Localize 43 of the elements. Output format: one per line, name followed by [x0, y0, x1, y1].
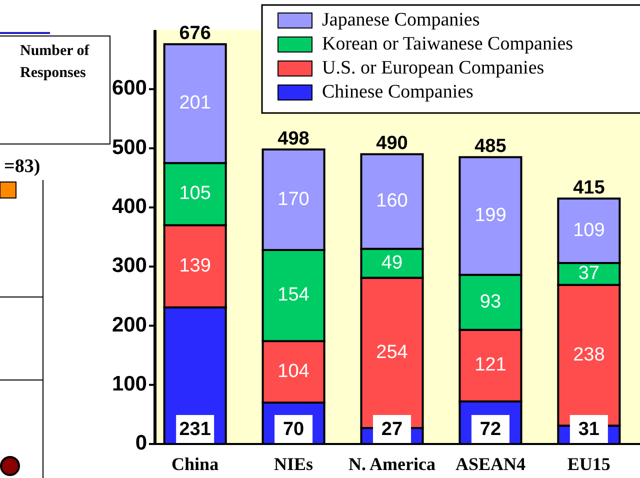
total-label: 415	[573, 178, 606, 199]
legend-label: Korean or Taiwanese Companies	[322, 33, 574, 54]
data-label: 93	[480, 291, 502, 312]
y-tick-label: 400	[112, 194, 147, 218]
total-label: 490	[376, 133, 408, 154]
x-tick-label: N. America	[348, 454, 436, 474]
x-tick-label: NIEs	[274, 454, 314, 474]
data-label: 139	[179, 255, 211, 276]
x-tick-label: ASEAN4	[455, 454, 526, 474]
data-label: 31	[578, 419, 600, 440]
data-label: 109	[573, 220, 605, 241]
text: Number of Responses	[20, 43, 90, 81]
data-label: 201	[179, 92, 211, 114]
data-label: 160	[376, 190, 408, 212]
data-label: 154	[278, 284, 310, 306]
legend-label: Chinese Companies	[322, 81, 474, 102]
y-tick-label: 600	[112, 76, 147, 100]
x-tick-label: China	[172, 454, 219, 474]
data-label: 170	[278, 188, 310, 210]
data-label: 37	[578, 262, 600, 284]
data-label: 105	[179, 183, 211, 204]
legend-label: Japanese Companies	[322, 9, 480, 30]
data-label: 27	[381, 419, 403, 440]
y-tick-label: 0	[135, 432, 147, 455]
data-label: 72	[480, 419, 502, 440]
data-label: 121	[474, 354, 506, 376]
total-label: 485	[474, 136, 507, 158]
data-label: 104	[278, 360, 310, 382]
data-label: 70	[282, 419, 304, 440]
total-label: 498	[278, 128, 310, 150]
y-tick-label: 300	[112, 254, 147, 278]
data-label: 238	[573, 344, 605, 366]
data-label: 231	[179, 419, 212, 440]
y-tick-label: 500	[112, 136, 147, 159]
total-label: 676	[179, 23, 211, 44]
text: =83)	[4, 156, 40, 177]
y-tick-label: 100	[112, 372, 147, 396]
x-tick-label: EU15	[567, 454, 610, 474]
data-label: 199	[474, 205, 506, 226]
y-tick-label: 200	[112, 313, 147, 336]
legend-label: U.S. or European Companies	[322, 57, 544, 78]
data-label: 49	[381, 252, 403, 274]
data-label: 254	[376, 342, 408, 363]
